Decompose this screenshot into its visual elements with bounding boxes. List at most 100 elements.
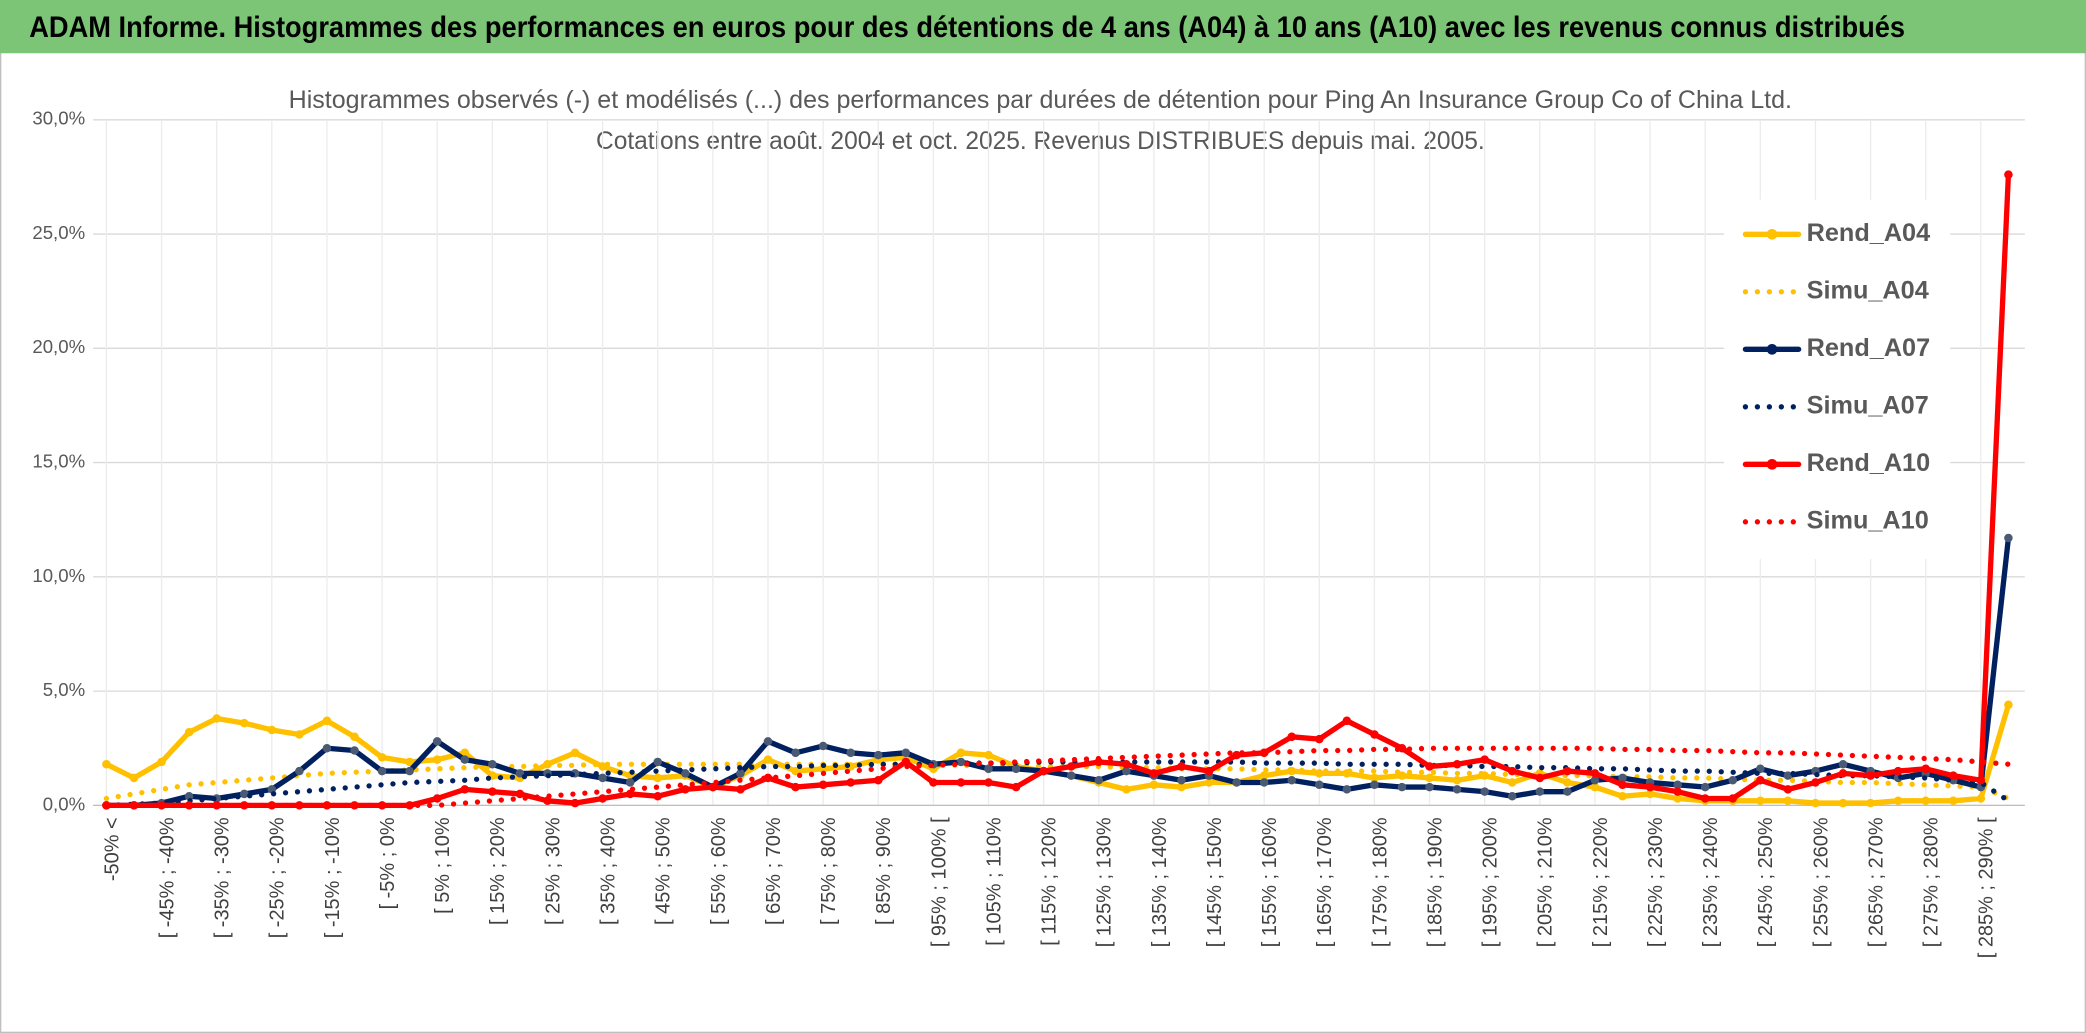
data-point: [322, 801, 332, 810]
data-point: [846, 778, 855, 787]
data-point: [1673, 780, 1682, 790]
data-point: [1452, 785, 1462, 794]
data-point: [1480, 755, 1489, 764]
x-tick-label: [ 5% ; 10%: [432, 817, 454, 914]
data-point: [1232, 778, 1241, 787]
data-point: [1122, 785, 1131, 794]
data-point: [956, 757, 966, 767]
data-point: [1866, 798, 1875, 808]
data-point: [1563, 787, 1572, 796]
data-point: [1838, 759, 1848, 769]
legend-box: [1724, 199, 1951, 560]
x-tick-label: [ 35% ; 40%: [598, 817, 620, 925]
data-point: [1452, 775, 1462, 785]
header-bar: [0, 0, 2086, 54]
data-point: [1342, 716, 1352, 726]
y-tick-label: 0,0%: [43, 793, 85, 814]
data-point: [763, 755, 773, 764]
series-line: [103, 171, 2012, 809]
data-point: [653, 773, 662, 783]
x-tick-label: [ 265% ; 270%: [1866, 817, 1888, 947]
data-point: [1287, 775, 1296, 785]
data-point: [818, 741, 828, 751]
data-point: [1783, 771, 1793, 780]
data-point: [1838, 769, 1848, 778]
data-point: [1122, 759, 1131, 769]
data-point: [1315, 780, 1324, 790]
x-tick-label: [ 25% ; 30%: [542, 817, 564, 925]
data-point: [1039, 766, 1048, 776]
data-point: [322, 716, 332, 726]
data-point: [1949, 796, 1958, 806]
data-point: [570, 798, 580, 808]
data-point: [1425, 773, 1434, 783]
x-tick-label: [ 205% ; 210%: [1535, 817, 1557, 947]
data-point: [1425, 762, 1434, 771]
data-point: [1507, 791, 1517, 801]
data-point: [901, 748, 911, 758]
x-tick-label: [ 235% ; 240%: [1700, 817, 1722, 947]
data-point: [1976, 775, 1986, 785]
data-point: [1590, 775, 1600, 785]
data-point: [1204, 778, 1214, 787]
data-point: [432, 755, 442, 764]
data-point: [1066, 762, 1076, 771]
x-tick-label: [ 115% ; 120%: [1039, 817, 1061, 946]
data-point: [1122, 766, 1131, 776]
data-point: [322, 743, 332, 753]
data-point: [102, 759, 111, 769]
data-point: [736, 769, 745, 778]
data-point: [1921, 764, 1930, 774]
data-point: [432, 737, 442, 746]
data-point: [1866, 771, 1875, 780]
x-tick-label: -50% <: [101, 817, 123, 881]
data-point: [239, 789, 249, 799]
data-point: [1893, 766, 1903, 776]
data-point: [1563, 778, 1572, 787]
y-tick-label: 20,0%: [32, 336, 85, 357]
data-point: [1618, 791, 1627, 801]
data-point: [460, 785, 470, 794]
data-point: [1783, 796, 1793, 806]
data-point: [267, 725, 277, 735]
data-point: [681, 769, 690, 778]
y-tick-label: 30,0%: [32, 108, 85, 129]
data-point: [1370, 730, 1379, 739]
data-point: [1700, 782, 1710, 792]
data-point: [1177, 782, 1186, 792]
legend-marker: [1766, 228, 1778, 240]
x-tick-label: [ 95% ; 100% [: [928, 817, 950, 947]
data-point: [1342, 785, 1352, 794]
data-point: [1700, 794, 1710, 803]
data-point: [1893, 796, 1903, 806]
data-point: [846, 748, 855, 758]
data-point: [129, 773, 139, 783]
data-point: [873, 750, 883, 760]
data-point: [295, 730, 304, 739]
data-point: [350, 746, 359, 755]
y-tick-label: 25,0%: [32, 222, 85, 243]
data-point: [1232, 750, 1241, 760]
x-tick-label: [ 185% ; 190%: [1424, 817, 1446, 947]
data-point: [598, 762, 607, 771]
data-point: [1783, 785, 1793, 794]
data-point: [184, 727, 194, 737]
data-point: [1397, 782, 1407, 792]
x-tick-label: [ -15% ; -10%: [322, 817, 344, 938]
data-point: [1838, 798, 1848, 808]
data-point: [377, 766, 387, 776]
data-point: [598, 794, 607, 803]
data-point: [1728, 794, 1738, 803]
data-point: [1425, 782, 1434, 792]
x-tick-label: [ -35% ; -30%: [212, 817, 234, 938]
x-tick-label: [ 135% ; 140%: [1149, 817, 1171, 947]
data-point: [763, 773, 773, 783]
header-title: ADAM Informe. Histogrammes des performan…: [29, 12, 1905, 44]
legend-label: Rend_A10: [1807, 449, 1931, 477]
data-point: [1535, 787, 1545, 796]
x-tick-label: [ -45% ; -40%: [156, 817, 178, 938]
data-point: [1618, 780, 1627, 790]
data-point: [488, 759, 497, 769]
data-point: [1177, 775, 1186, 785]
